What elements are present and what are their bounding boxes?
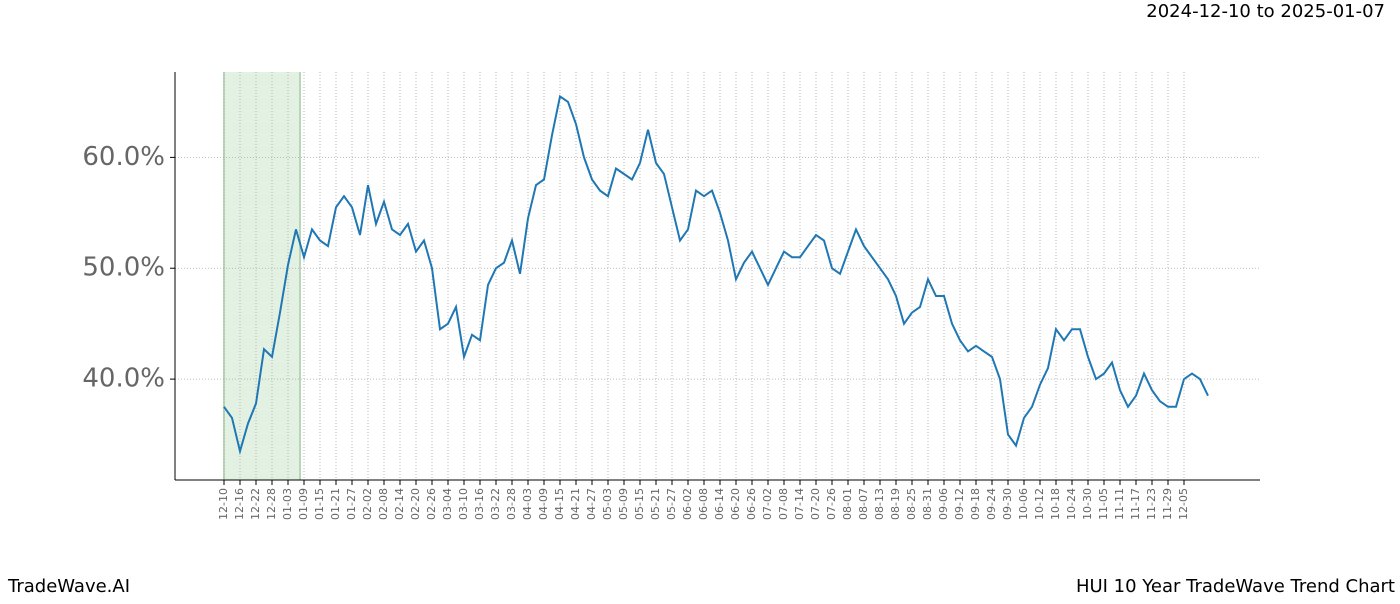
x-tick-label: 05-27 <box>665 488 678 520</box>
x-tick-label: 11-05 <box>1097 488 1110 520</box>
x-tick-label: 02-20 <box>409 488 422 520</box>
date-range: 2024-12-10 to 2025-01-07 <box>1146 1 1385 22</box>
x-tick-label: 12-10 <box>217 488 230 520</box>
x-tick-label: 08-31 <box>921 488 934 520</box>
x-tick-label: 07-02 <box>761 488 774 520</box>
x-tick-label: 10-18 <box>1049 488 1062 520</box>
x-tick-label: 07-26 <box>825 488 838 520</box>
chart-title: HUI 10 Year TradeWave Trend Chart <box>1076 576 1395 597</box>
x-tick-label: 05-03 <box>601 488 614 520</box>
x-tick-label: 11-23 <box>1145 488 1158 520</box>
x-tick-label: 01-03 <box>281 488 294 520</box>
x-tick-label: 12-22 <box>249 488 262 520</box>
x-tick-label: 08-07 <box>857 488 870 520</box>
x-tick-label: 08-01 <box>841 488 854 520</box>
x-tick-label: 06-26 <box>745 488 758 520</box>
x-tick-label: 06-14 <box>713 488 726 520</box>
x-tick-label: 12-16 <box>233 488 246 520</box>
x-tick-label: 04-03 <box>521 488 534 520</box>
x-tick-label: 02-02 <box>361 488 374 520</box>
x-tick-label: 11-29 <box>1161 488 1174 520</box>
x-tick-label: 04-09 <box>537 488 550 520</box>
x-tick-label: 10-06 <box>1017 488 1030 520</box>
x-tick-label: 07-14 <box>793 488 806 520</box>
x-tick-label: 09-24 <box>985 488 998 520</box>
x-tick-label: 06-02 <box>681 488 694 520</box>
brand: TradeWave.AI <box>7 576 130 597</box>
x-tick-label: 09-12 <box>953 488 966 520</box>
x-tick-label: 09-18 <box>969 488 982 520</box>
x-tick-label: 06-08 <box>697 488 710 520</box>
x-tick-label: 07-20 <box>809 488 822 520</box>
x-tick-label: 04-27 <box>585 488 598 520</box>
x-tick-label: 05-09 <box>617 488 630 520</box>
y-tick-label: 60.0% <box>82 142 165 172</box>
x-tick-label: 05-21 <box>649 488 662 520</box>
x-tick-label: 01-15 <box>313 488 326 520</box>
trend-line <box>223 94 1209 456</box>
x-tick-label: 07-08 <box>777 488 790 520</box>
x-tick-label: 01-21 <box>329 488 342 520</box>
x-tick-label: 08-13 <box>873 488 886 520</box>
x-tick-label: 10-30 <box>1081 488 1094 520</box>
x-tick-label: 03-04 <box>441 488 454 520</box>
y-tick-label: 50.0% <box>82 253 165 283</box>
x-tick-label: 02-08 <box>377 488 390 520</box>
x-tick-label: 06-20 <box>729 488 742 520</box>
x-tick-label: 08-19 <box>889 488 902 520</box>
x-tick-label: 11-17 <box>1129 488 1142 520</box>
x-tick-label: 02-14 <box>393 488 406 520</box>
x-tick-label: 12-28 <box>265 488 278 520</box>
x-tick-label: 03-28 <box>505 488 518 520</box>
x-tick-label: 04-15 <box>553 488 566 520</box>
x-tick-label: 02-26 <box>425 488 438 520</box>
x-tick-label: 01-27 <box>345 488 358 520</box>
x-tick-label: 09-06 <box>937 488 950 520</box>
x-tick-label: 03-22 <box>489 488 502 520</box>
x-tick-label: 05-15 <box>633 488 646 520</box>
x-tick-label: 04-21 <box>569 488 582 520</box>
x-tick-label: 11-11 <box>1113 488 1126 520</box>
x-tick-label: 03-10 <box>457 488 470 520</box>
y-tick-label: 40.0% <box>82 364 165 394</box>
x-tick-label: 12-05 <box>1177 488 1190 520</box>
x-tick-label: 09-30 <box>1001 488 1014 520</box>
x-tick-label: 01-09 <box>297 488 310 520</box>
highlight-band <box>224 72 300 480</box>
x-tick-label: 03-16 <box>473 488 486 520</box>
x-tick-label: 10-24 <box>1065 488 1078 520</box>
x-tick-label: 08-25 <box>905 488 918 520</box>
x-tick-label: 10-12 <box>1033 488 1046 520</box>
